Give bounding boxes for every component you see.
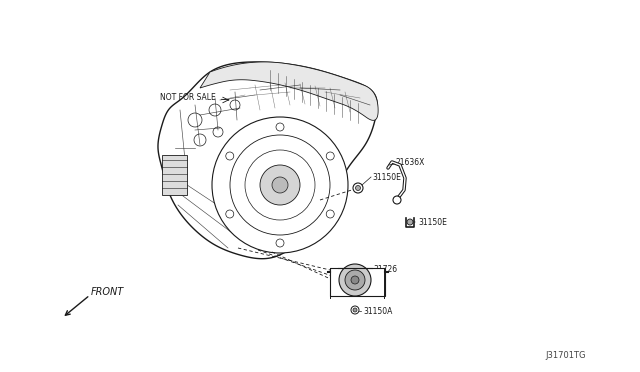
Circle shape xyxy=(276,239,284,247)
Polygon shape xyxy=(158,62,377,259)
Circle shape xyxy=(272,177,288,193)
Text: 31150A: 31150A xyxy=(363,307,392,315)
Text: J31701TG: J31701TG xyxy=(545,350,586,359)
Circle shape xyxy=(276,123,284,131)
Circle shape xyxy=(260,165,300,205)
Circle shape xyxy=(226,210,234,218)
FancyBboxPatch shape xyxy=(330,268,385,296)
Circle shape xyxy=(407,219,413,225)
Text: NOT FOR SALE: NOT FOR SALE xyxy=(160,93,229,102)
Circle shape xyxy=(351,276,359,284)
Circle shape xyxy=(355,186,360,190)
Text: 31150E: 31150E xyxy=(418,218,447,227)
Circle shape xyxy=(339,264,371,296)
Circle shape xyxy=(351,306,359,314)
Circle shape xyxy=(393,196,401,204)
Circle shape xyxy=(345,270,365,290)
Circle shape xyxy=(226,152,234,160)
Circle shape xyxy=(353,308,357,312)
Text: 31726: 31726 xyxy=(373,266,397,275)
Text: 31150E: 31150E xyxy=(372,173,401,182)
Text: 21636X: 21636X xyxy=(396,157,426,167)
Text: FRONT: FRONT xyxy=(91,287,124,297)
Circle shape xyxy=(212,117,348,253)
Circle shape xyxy=(326,210,334,218)
Polygon shape xyxy=(200,62,378,121)
Circle shape xyxy=(326,152,334,160)
FancyBboxPatch shape xyxy=(162,155,187,195)
Circle shape xyxy=(353,183,363,193)
